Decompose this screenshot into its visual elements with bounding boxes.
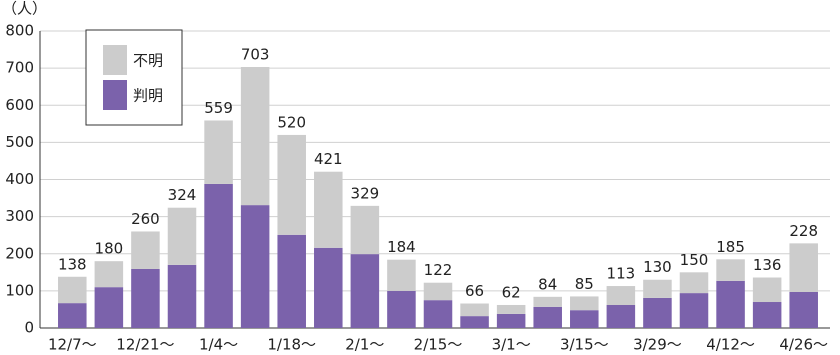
- bar-segment: [240, 205, 270, 328]
- y-tick-label: 200: [5, 244, 34, 262]
- bar-segment: [496, 313, 526, 328]
- bar-segment: [58, 303, 87, 328]
- data-label: 66: [465, 282, 484, 300]
- x-tick-label: 3/1〜: [492, 336, 531, 354]
- x-tick-label: 2/1〜: [345, 336, 384, 354]
- data-label: 85: [575, 275, 594, 293]
- bar-segment: [240, 67, 270, 206]
- bar-segment: [716, 259, 745, 281]
- bar-segment: [570, 296, 599, 311]
- bar-segment: [58, 276, 87, 304]
- bar-segment: [716, 280, 745, 328]
- bar-segment: [752, 277, 782, 303]
- x-tick-label: 4/12〜: [706, 336, 755, 354]
- bar-segment: [423, 300, 453, 328]
- data-label: 62: [502, 283, 521, 301]
- data-label: 520: [277, 113, 306, 131]
- data-label: 84: [538, 275, 557, 293]
- legend-swatch: [103, 80, 127, 110]
- bar-segment: [679, 293, 709, 328]
- data-label: 703: [241, 46, 270, 64]
- data-label: 185: [716, 238, 745, 256]
- x-tick-label: 12/7〜: [48, 336, 97, 354]
- bar-segment: [423, 282, 453, 301]
- y-tick-label: 100: [5, 281, 34, 299]
- bar-segment: [460, 316, 489, 328]
- bar-segment: [350, 205, 380, 255]
- bar-segment: [314, 171, 343, 248]
- y-axis-label: （人）: [2, 0, 47, 18]
- bar-segment: [496, 304, 526, 314]
- legend-swatch: [103, 45, 127, 75]
- bar-segment: [643, 297, 672, 328]
- bar-segment: [533, 306, 562, 328]
- x-tick-label: 12/21〜: [116, 336, 174, 354]
- bar-segment: [752, 302, 782, 328]
- x-tick-label: 3/15〜: [560, 336, 609, 354]
- data-label: 180: [95, 240, 124, 258]
- bar-segment: [131, 268, 160, 328]
- y-tick-label: 800: [5, 22, 34, 40]
- bar-segment: [789, 243, 818, 292]
- y-tick-label: 500: [5, 133, 34, 151]
- data-label: 559: [204, 99, 233, 117]
- data-label: 150: [680, 251, 709, 269]
- legend-box: [85, 29, 183, 126]
- bar-segment: [167, 264, 197, 328]
- y-tick-label: 400: [5, 170, 34, 188]
- legend-label: 判明: [133, 87, 163, 105]
- bar-segment: [314, 247, 343, 328]
- bar-segment: [460, 303, 489, 317]
- bar-segment: [570, 310, 599, 328]
- bar-segment: [789, 291, 818, 328]
- data-label: 421: [314, 150, 343, 168]
- data-label: 130: [643, 258, 672, 276]
- x-tick-label: 2/15〜: [414, 336, 463, 354]
- y-tick-label: 300: [5, 207, 34, 225]
- y-tick-label: 600: [5, 96, 34, 114]
- bar-segment: [277, 134, 306, 235]
- bar-segment: [167, 207, 197, 265]
- bar-segment: [387, 290, 416, 328]
- x-tick-label: 3/29〜: [633, 336, 682, 354]
- data-label: 184: [387, 238, 416, 256]
- bar-segment: [204, 120, 233, 184]
- bar-segment: [94, 261, 124, 288]
- legend-label: 不明: [133, 52, 163, 70]
- data-label: 329: [351, 184, 380, 202]
- x-tick-label: 1/18〜: [267, 336, 316, 354]
- data-label: 113: [607, 265, 636, 283]
- bar-segment: [606, 286, 636, 305]
- bar-segment: [643, 279, 672, 298]
- bar-segment: [277, 234, 306, 328]
- bar-segment: [679, 272, 709, 294]
- bar-segment: [204, 183, 233, 328]
- bar-segment: [387, 259, 416, 291]
- bar-segment: [131, 231, 160, 269]
- data-label: 138: [58, 255, 87, 273]
- data-label: 228: [789, 222, 818, 240]
- data-label: 136: [753, 256, 782, 274]
- bar-segment: [533, 296, 562, 307]
- y-tick-label: 700: [5, 59, 34, 77]
- data-label: 122: [424, 261, 453, 279]
- x-tick-label: 1/4〜: [199, 336, 238, 354]
- data-label: 260: [131, 210, 160, 228]
- data-label: 324: [168, 186, 197, 204]
- x-tick-label: 4/26〜: [779, 336, 828, 354]
- y-tick-label: 0: [24, 319, 34, 337]
- bar-segment: [350, 254, 380, 328]
- bar-segment: [94, 287, 124, 328]
- bar-segment: [606, 304, 636, 328]
